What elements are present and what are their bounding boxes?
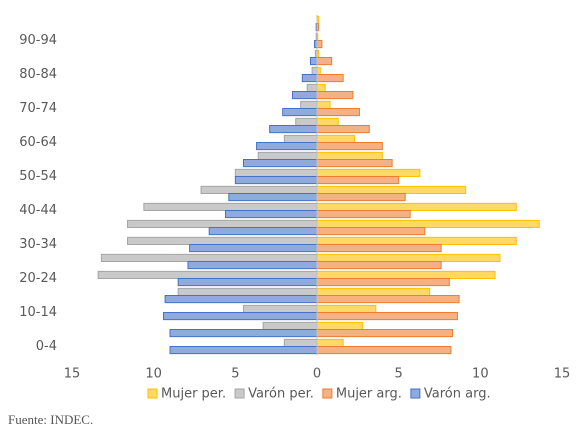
x-tick-label: 15 (554, 367, 571, 382)
bar (316, 74, 344, 83)
bar (257, 151, 318, 161)
bar (143, 202, 318, 212)
bar (309, 57, 318, 66)
bar (316, 261, 442, 270)
bar (300, 100, 318, 110)
bar (169, 329, 318, 338)
bar (316, 329, 454, 338)
bar (164, 295, 318, 304)
bar (100, 253, 318, 263)
y-tick-label: 70-74 (19, 101, 57, 116)
bar (316, 117, 339, 127)
bar (162, 312, 318, 321)
bar (316, 125, 370, 134)
y-tick-label: 30-34 (19, 237, 57, 252)
bar (316, 159, 393, 168)
bar (127, 236, 318, 246)
legend-swatch (410, 388, 421, 399)
x-tick-label: 5 (395, 367, 403, 382)
bar (316, 304, 377, 313)
bar (316, 134, 356, 144)
bar (316, 40, 323, 49)
x-tick-label: 0 (313, 367, 321, 382)
bar (316, 91, 354, 100)
bar (316, 176, 400, 185)
bar (316, 83, 326, 93)
bar (316, 100, 331, 110)
bar (316, 151, 383, 161)
bar (306, 83, 318, 93)
bar (97, 270, 318, 279)
bar (262, 321, 318, 330)
bar (295, 117, 318, 127)
bar (311, 66, 318, 76)
bar (292, 91, 318, 100)
bar (316, 219, 540, 229)
legend-swatch (234, 388, 245, 399)
x-tick-label: 5 (231, 367, 239, 382)
bar (316, 185, 467, 195)
bar (316, 108, 360, 117)
bar (316, 321, 364, 330)
x-tick-label: 15 (64, 367, 81, 382)
bar (316, 295, 460, 304)
bar (316, 346, 452, 355)
legend-label: Mujer arg. (336, 387, 402, 402)
bar (316, 227, 426, 236)
source-note: Fuente: INDEC. (8, 412, 93, 427)
bar (316, 338, 344, 347)
bar (282, 108, 318, 117)
bar (301, 74, 318, 83)
bar (243, 304, 318, 313)
bar (316, 244, 442, 253)
legend-label: Varón arg. (424, 387, 491, 402)
bar (316, 270, 496, 279)
bar (316, 287, 431, 296)
y-tick-label: 60-64 (19, 135, 57, 150)
bar (316, 312, 458, 321)
bar (269, 125, 318, 134)
bar (200, 185, 318, 195)
bar (234, 176, 318, 185)
bar (316, 278, 450, 287)
bar (316, 236, 517, 246)
y-tick-label: 50-54 (19, 169, 57, 184)
bar (316, 168, 421, 178)
bar (169, 346, 318, 355)
bar (283, 338, 318, 347)
bar (187, 261, 318, 270)
bar (256, 142, 318, 151)
legend-label: Varón per. (248, 387, 314, 402)
bar (177, 287, 318, 296)
y-tick-label: 90-94 (19, 33, 57, 48)
bar (316, 193, 406, 202)
y-tick-label: 40-44 (19, 203, 57, 218)
legend-swatch (147, 388, 158, 399)
bar (283, 134, 318, 144)
y-tick-label: 80-84 (19, 67, 57, 82)
legend-swatch (322, 388, 333, 399)
bar (228, 193, 318, 202)
bar (243, 159, 318, 168)
bar (316, 142, 383, 151)
bar (189, 244, 318, 253)
bar (316, 202, 517, 212)
bar (177, 278, 318, 287)
x-tick-label: 10 (145, 367, 162, 382)
bar (234, 168, 318, 178)
bar (316, 210, 411, 219)
y-tick-label: 20-24 (19, 271, 57, 286)
x-tick-label: 10 (472, 367, 489, 382)
bar (208, 227, 318, 236)
legend-label: Mujer per. (161, 387, 226, 402)
y-tick-label: 10-14 (19, 305, 57, 320)
bar (316, 253, 501, 263)
bar (316, 57, 333, 66)
y-tick-label: 0-4 (36, 339, 57, 354)
bar (225, 210, 318, 219)
bar (127, 219, 318, 229)
